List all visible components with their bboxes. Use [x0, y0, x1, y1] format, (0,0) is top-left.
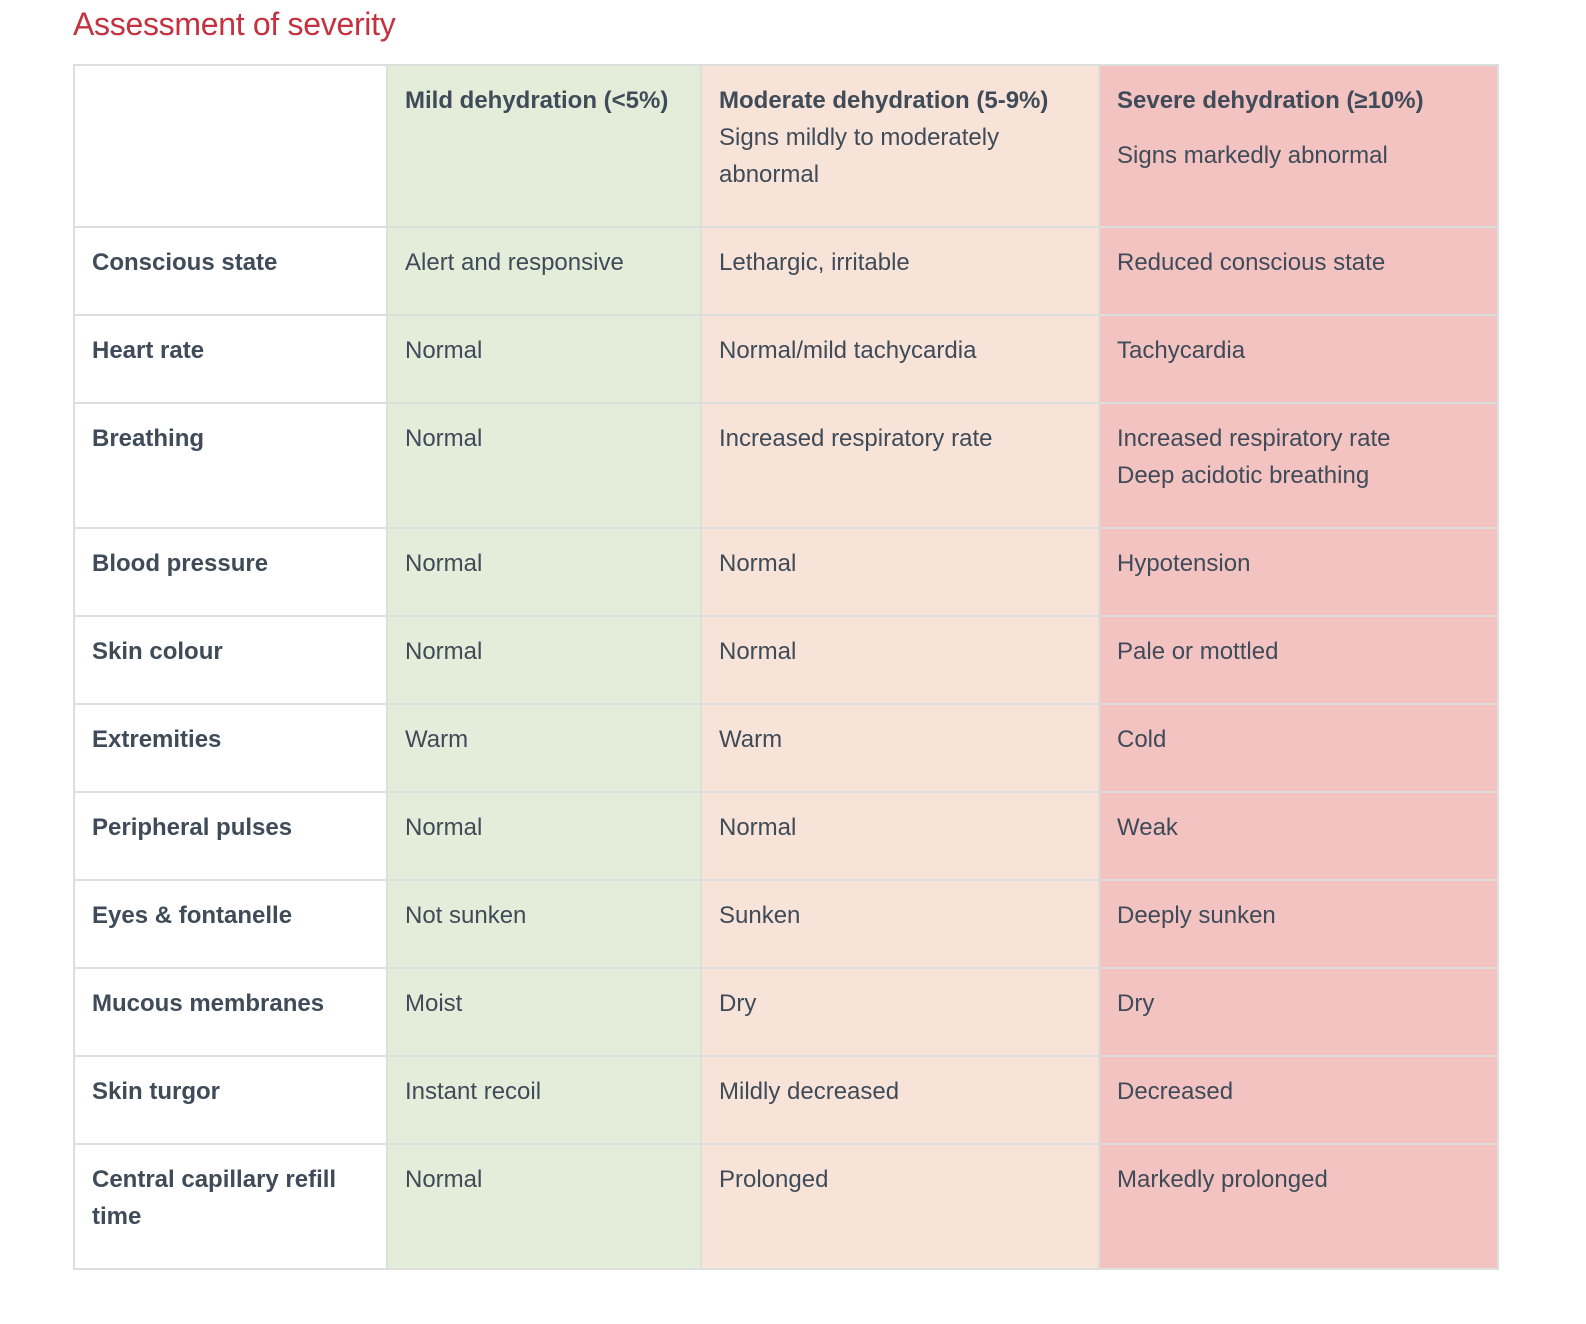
table-cell: Instant recoil [386, 1055, 702, 1145]
table-cell: Decreased [1098, 1055, 1499, 1145]
table-cell: Reduced conscious state [1098, 226, 1499, 316]
header-title: Mild dehydration (<5%) [405, 87, 669, 114]
table-cell: Weak [1098, 791, 1499, 881]
table-cell: Increased respiratory rate Deep acidotic … [1098, 402, 1499, 529]
table-cell: Moist [386, 967, 702, 1057]
header-subtitle: Signs markedly abnormal [1117, 142, 1388, 169]
table-cell: Prolonged [700, 1143, 1100, 1270]
table-cell: Normal [700, 527, 1100, 617]
table-cell: Dry [1098, 967, 1499, 1057]
table-cell: Normal [386, 791, 702, 881]
table-cell: Normal [386, 314, 702, 404]
row-label: Blood pressure [73, 527, 388, 617]
table-row: Extremities Warm Warm Cold [73, 703, 1499, 793]
table-row: Central capillary refill time Normal Prolo… [73, 1143, 1499, 1270]
row-label: Conscious state [73, 226, 388, 316]
table-row: Heart rate Normal Normal/mild tachycardia T… [73, 314, 1499, 404]
table-cell: Normal [700, 615, 1100, 705]
table-cell: Normal [386, 527, 702, 617]
header-row: Mild dehydration (<5%) Moderate dehydrati… [73, 64, 1499, 228]
table-row: Skin turgor Instant recoil Mildly decrease… [73, 1055, 1499, 1145]
table-cell: Alert and responsive [386, 226, 702, 316]
table-cell: Mildly decreased [700, 1055, 1100, 1145]
table-body: Conscious state Alert and responsive Letha… [73, 226, 1499, 1270]
table-cell: Not sunken [386, 879, 702, 969]
cell-line: Deep acidotic breathing [1117, 462, 1370, 489]
column-header: Severe dehydration (≥10%) Signs markedly … [1098, 64, 1499, 228]
table-cell: Markedly prolonged [1098, 1143, 1499, 1270]
table-cell: Hypotension [1098, 527, 1499, 617]
header-title: Severe dehydration (≥10%) [1117, 87, 1424, 114]
table-cell: Pale or mottled [1098, 615, 1499, 705]
table-cell: Deeply sunken [1098, 879, 1499, 969]
table-row: Breathing Normal Increased respiratory rat… [73, 402, 1499, 529]
table-cell: Normal [700, 791, 1100, 881]
table-cell: Dry [700, 967, 1100, 1057]
table-row: Skin colour Normal Normal Pale or mottled [73, 615, 1499, 705]
row-label: Heart rate [73, 314, 388, 404]
row-label: Extremities [73, 703, 388, 793]
row-label: Peripheral pulses [73, 791, 388, 881]
table-cell: Tachycardia [1098, 314, 1499, 404]
table-row: Conscious state Alert and responsive Letha… [73, 226, 1499, 316]
table-row: Eyes & fontanelle Not sunken Sunken Deeply … [73, 879, 1499, 969]
header-subtitle: Signs mildly to moderately abnormal [719, 124, 1000, 188]
table-cell: Normal [386, 1143, 702, 1270]
row-label: Eyes & fontanelle [73, 879, 388, 969]
column-header: Mild dehydration (<5%) [386, 64, 702, 228]
row-label: Mucous membranes [73, 967, 388, 1057]
table-cell: Sunken [700, 879, 1100, 969]
row-label: Skin turgor [73, 1055, 388, 1145]
table-cell: Warm [700, 703, 1100, 793]
severity-table: Mild dehydration (<5%) Moderate dehydrati… [73, 64, 1499, 1270]
table-cell: Increased respiratory rate [700, 402, 1100, 529]
table-row: Blood pressure Normal Normal Hypotension [73, 527, 1499, 617]
row-label: Skin colour [73, 615, 388, 705]
table-cell: Cold [1098, 703, 1499, 793]
table-cell: Warm [386, 703, 702, 793]
table-cell: Normal [386, 615, 702, 705]
column-header: Moderate dehydration (5-9%) Signs mildly … [700, 64, 1100, 228]
table-row: Peripheral pulses Normal Normal Weak [73, 791, 1499, 881]
cell-line: Increased respiratory rate [1117, 425, 1391, 452]
header-title: Moderate dehydration (5-9%) [719, 87, 1049, 114]
row-label: Breathing [73, 402, 388, 529]
table-row: Mucous membranes Moist Dry Dry [73, 967, 1499, 1057]
table-cell: Normal/mild tachycardia [700, 314, 1100, 404]
table-cell: Lethargic, irritable [700, 226, 1100, 316]
title: Assessment of severity [73, 6, 396, 42]
row-label: Central capillary refill time [73, 1143, 388, 1270]
table-cell: Normal [386, 402, 702, 529]
header-empty [73, 64, 388, 228]
